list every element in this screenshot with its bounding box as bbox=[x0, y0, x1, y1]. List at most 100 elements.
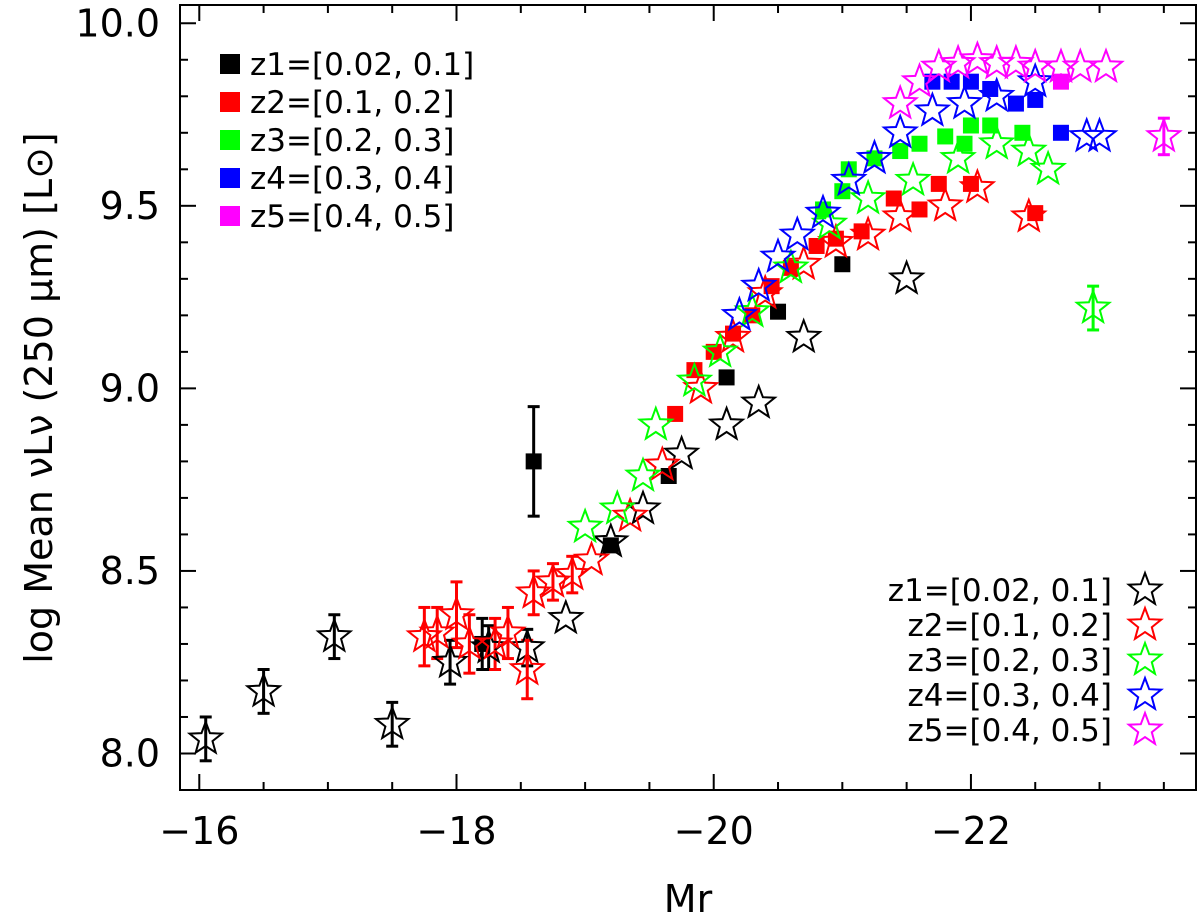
point-star-z3 bbox=[939, 138, 977, 175]
point-star-z5 bbox=[919, 47, 958, 84]
point-star-z5 bbox=[958, 39, 997, 76]
point-star-z3 bbox=[1074, 288, 1113, 325]
legend-star-marker bbox=[1126, 570, 1164, 607]
point-star-z5 bbox=[939, 43, 977, 80]
point-star-z4 bbox=[778, 215, 817, 252]
point-star-z1 bbox=[315, 616, 354, 653]
point-star-z1 bbox=[707, 405, 746, 441]
point-square-z3 bbox=[1014, 124, 1031, 141]
point-star-z2 bbox=[611, 496, 650, 533]
point-star-z5 bbox=[900, 61, 939, 98]
legend-star-marker bbox=[1126, 640, 1164, 677]
x-axis-title: Mr bbox=[664, 877, 713, 921]
point-star-z1 bbox=[887, 258, 926, 295]
point-star-z3 bbox=[771, 248, 810, 284]
point-square-z2 bbox=[911, 201, 928, 218]
legend-square-marker bbox=[220, 54, 240, 74]
legend-square-label: z2=[0.1, 0.2] bbox=[250, 85, 454, 121]
point-star-z2 bbox=[489, 613, 527, 650]
point-star-z2 bbox=[1009, 196, 1048, 233]
axis-ticks bbox=[180, 5, 1196, 791]
point-square-z4 bbox=[962, 73, 979, 90]
point-star-z1 bbox=[662, 434, 701, 471]
legend-square-marker bbox=[220, 92, 240, 112]
point-star-z5 bbox=[1144, 116, 1183, 153]
point-star-z2 bbox=[508, 649, 547, 686]
legend-square-label: z5=[0.4, 0.5] bbox=[250, 199, 454, 235]
point-square-z3 bbox=[937, 128, 954, 145]
point-square-z3 bbox=[962, 117, 979, 134]
point-square-z2 bbox=[827, 230, 844, 247]
point-star-z3 bbox=[701, 332, 740, 368]
point-square-z5 bbox=[1052, 73, 1069, 90]
point-star-z1 bbox=[373, 704, 412, 741]
point-star-z2 bbox=[437, 594, 476, 631]
point-star-z1 bbox=[592, 521, 630, 558]
point-square-z3 bbox=[866, 150, 883, 167]
point-star-z2 bbox=[476, 624, 515, 661]
point-star-z2 bbox=[553, 554, 592, 591]
point-star-z2 bbox=[572, 540, 611, 577]
point-star-z4 bbox=[881, 112, 920, 149]
legend-star-label: z3=[0.2, 0.3] bbox=[908, 643, 1112, 679]
point-square-z1 bbox=[834, 256, 851, 273]
point-star-z3 bbox=[636, 405, 675, 441]
x-tick-label: −16 bbox=[159, 809, 239, 853]
point-star-z3 bbox=[733, 291, 772, 328]
point-star-z3 bbox=[624, 456, 662, 493]
point-star-z1 bbox=[739, 383, 778, 420]
x-tick-label: −22 bbox=[931, 809, 1011, 853]
legend-star-marker bbox=[1126, 710, 1164, 747]
point-square-z1 bbox=[525, 453, 542, 470]
point-square-z2 bbox=[705, 343, 722, 360]
point-star-z4 bbox=[855, 138, 894, 175]
legend-square-label: z3=[0.2, 0.3] bbox=[250, 123, 454, 159]
point-square-z2 bbox=[725, 325, 742, 342]
point-star-z3 bbox=[894, 160, 932, 197]
x-tick-labels: −16 −18 −20 −22 bbox=[159, 809, 1011, 853]
point-star-z5 bbox=[881, 83, 920, 120]
point-square-z4 bbox=[1027, 91, 1044, 108]
legend-square-marker bbox=[220, 130, 240, 150]
point-star-z1 bbox=[547, 598, 585, 635]
point-star-z3 bbox=[566, 507, 605, 544]
legend-squares: z1=[0.02, 0.1]z2=[0.1, 0.2]z3=[0.2, 0.3]… bbox=[220, 47, 474, 235]
y-tick-label: 9.5 bbox=[100, 184, 160, 228]
point-square-z2 bbox=[667, 405, 684, 422]
point-star-z2 bbox=[816, 222, 855, 259]
point-star-z3 bbox=[598, 489, 637, 525]
point-square-z1 bbox=[602, 537, 619, 554]
point-star-z4 bbox=[759, 237, 797, 274]
point-square-z4 bbox=[1052, 124, 1069, 141]
y-tick-label: 10.0 bbox=[75, 1, 160, 45]
point-square-z2 bbox=[885, 190, 902, 207]
point-square-z2 bbox=[744, 307, 761, 324]
y-axis-title: log Mean νLν (250 μm) [L⊙] bbox=[17, 132, 61, 664]
point-star-z1 bbox=[784, 317, 823, 354]
point-star-z4 bbox=[739, 266, 778, 303]
point-star-z1 bbox=[624, 489, 662, 525]
x-tick-label: −18 bbox=[416, 809, 496, 853]
legend-star-label: z5=[0.4, 0.5] bbox=[908, 713, 1112, 749]
point-star-z4 bbox=[1080, 116, 1119, 153]
point-star-z5 bbox=[997, 43, 1035, 80]
legend-star-label: z1=[0.02, 0.1] bbox=[888, 573, 1112, 609]
point-star-z2 bbox=[926, 185, 965, 222]
legend-star-label: z4=[0.3, 0.4] bbox=[908, 678, 1112, 714]
y-tick-label: 9.0 bbox=[100, 366, 160, 410]
point-star-z4 bbox=[804, 193, 842, 230]
legend-star-marker bbox=[1126, 675, 1164, 712]
point-square-z1 bbox=[770, 303, 787, 320]
legend-square-label: z4=[0.3, 0.4] bbox=[250, 161, 454, 197]
plot-frame bbox=[179, 4, 1197, 791]
point-star-z2 bbox=[881, 196, 920, 233]
legend-square-marker bbox=[220, 168, 240, 188]
y-tick-label: 8.0 bbox=[100, 731, 160, 775]
point-star-z4 bbox=[913, 91, 952, 127]
legend-square-marker bbox=[220, 206, 240, 226]
point-star-z3 bbox=[675, 361, 714, 398]
point-square-z4 bbox=[924, 73, 941, 90]
point-star-z2 bbox=[958, 167, 997, 204]
x-tick-label: −20 bbox=[674, 809, 754, 853]
